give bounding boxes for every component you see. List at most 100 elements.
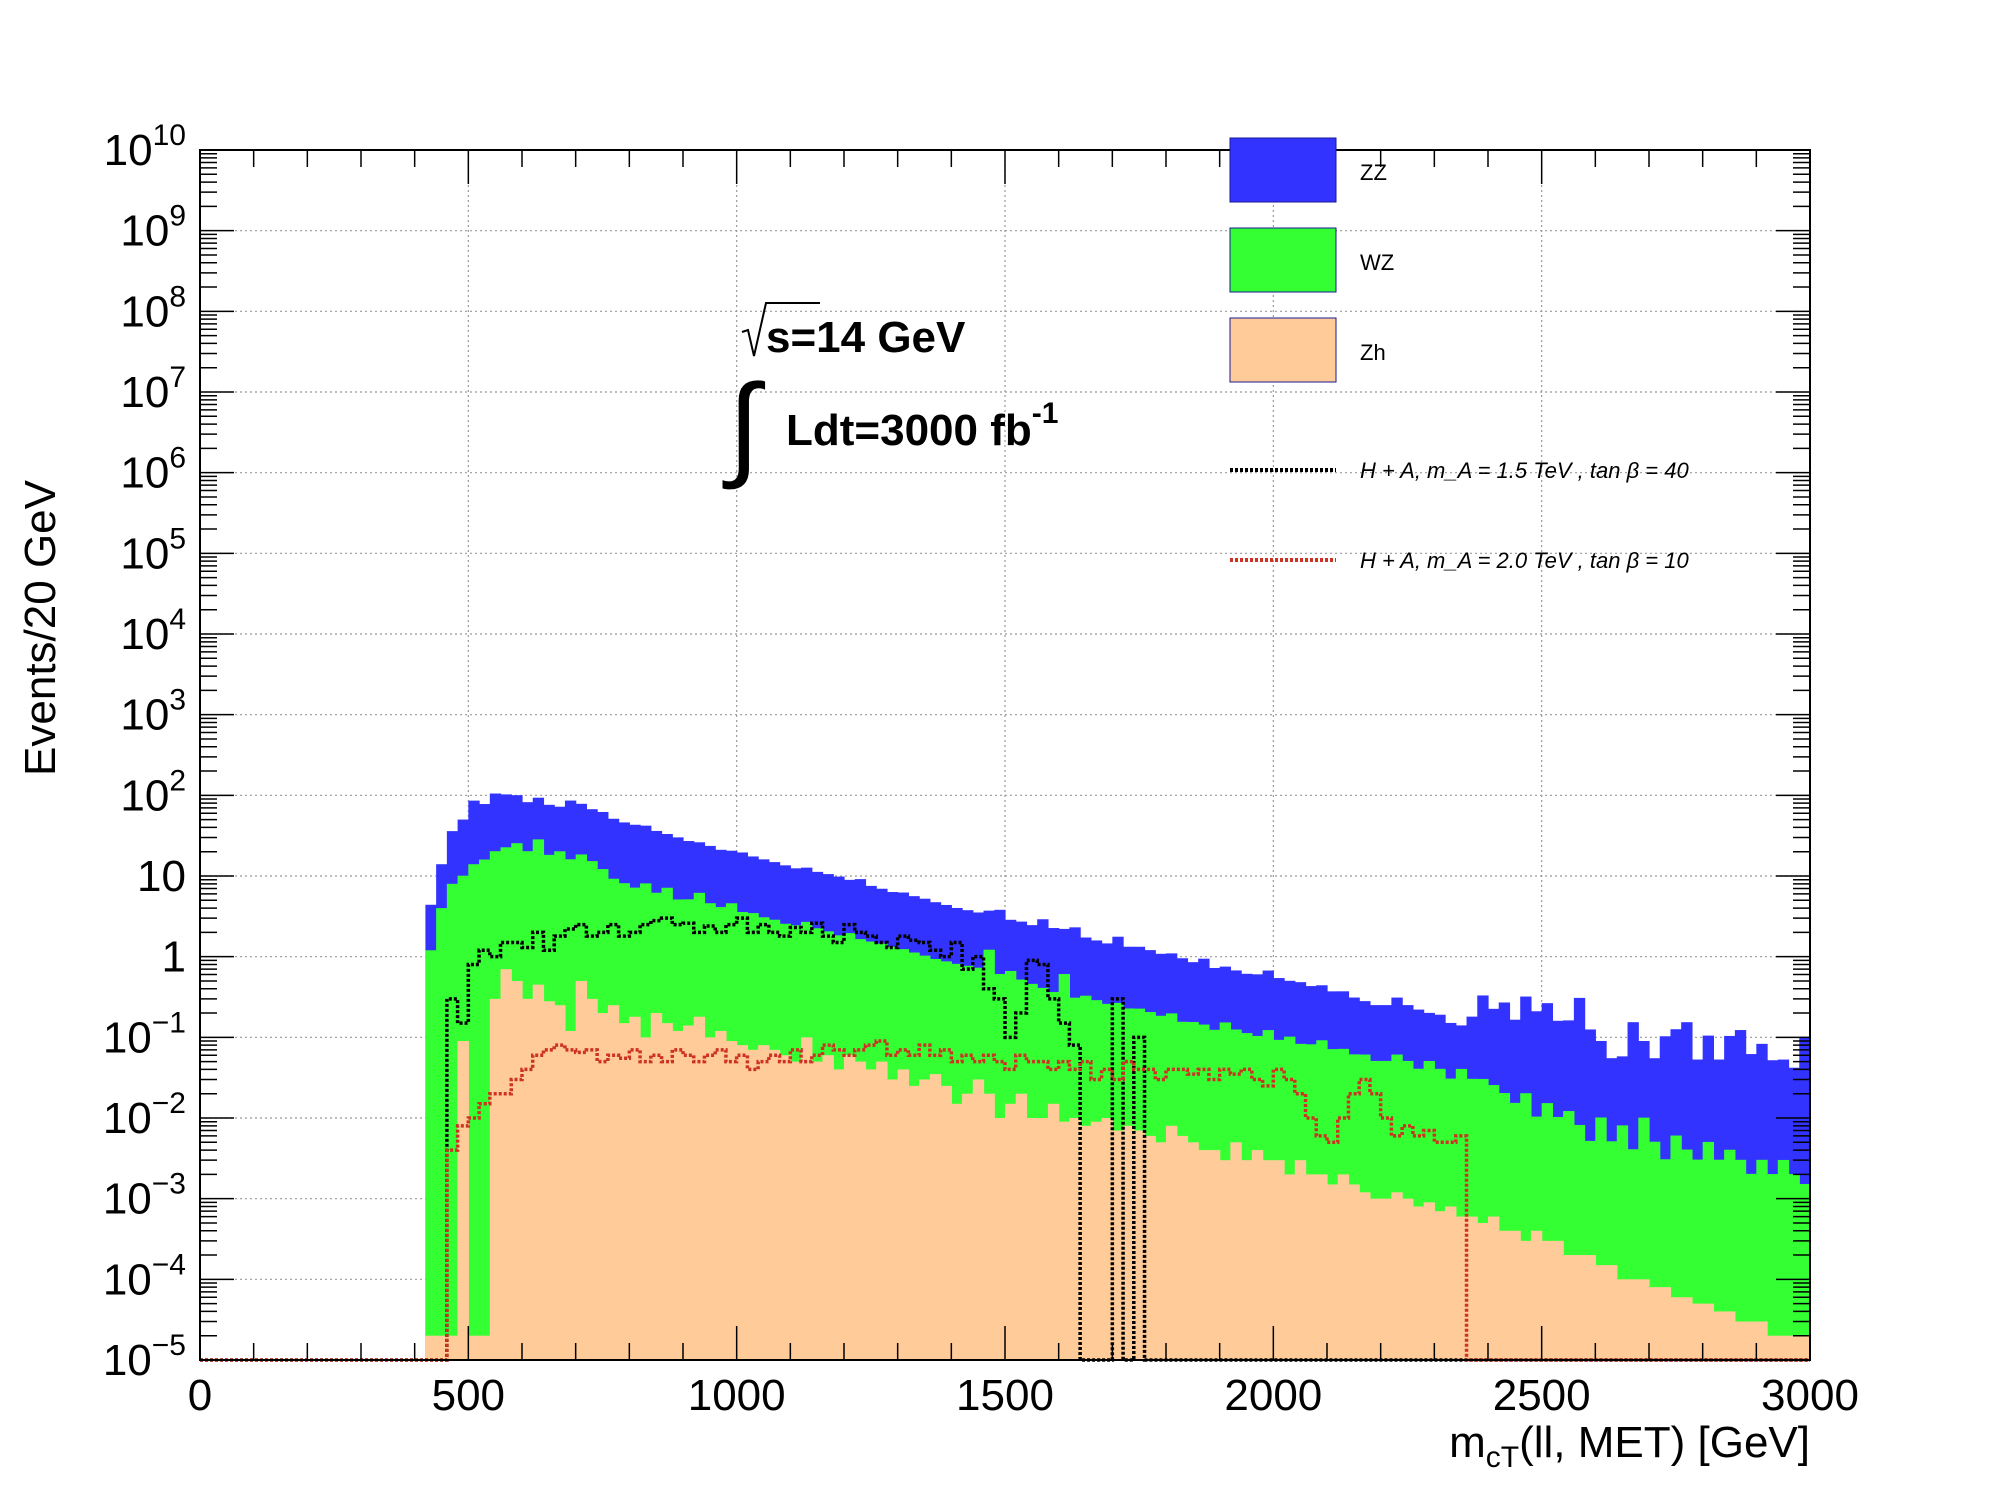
bar-zh-58 xyxy=(1047,1103,1060,1360)
bar-zh-7 xyxy=(500,969,512,1360)
bar-wz-113 xyxy=(1638,1117,1650,1360)
bar-zh-26 xyxy=(704,1037,716,1360)
bar-wz-123 xyxy=(1745,1173,1757,1360)
bar-zh-14 xyxy=(575,980,587,1360)
bar-wz-122 xyxy=(1734,1159,1747,1360)
bar-zh-34 xyxy=(790,1061,802,1360)
bar-zh-74 xyxy=(1219,1160,1231,1360)
bar-zh-24 xyxy=(683,1025,695,1360)
bar-zh-110 xyxy=(1606,1265,1618,1360)
x-tick-label-4: 2000 xyxy=(1224,1371,1322,1420)
bar-zh-70 xyxy=(1176,1135,1189,1360)
y-tick-label-15: 10−5 xyxy=(103,1329,186,1385)
bar-zh-94 xyxy=(1434,1211,1446,1360)
bar-zh-97 xyxy=(1466,1216,1478,1360)
sqrt-symbol xyxy=(741,302,820,357)
bar-zh-124 xyxy=(1756,1321,1768,1360)
bar-zh-28 xyxy=(725,1041,738,1360)
bar-wz-109 xyxy=(1595,1117,1607,1360)
y-tick-label-2: 108 xyxy=(120,280,186,336)
bar-wz-120 xyxy=(1713,1159,1725,1360)
bar-zh-86 xyxy=(1348,1184,1360,1360)
bar-zh-3 xyxy=(457,1041,469,1360)
bar-zh-116 xyxy=(1670,1297,1682,1360)
bar-zh-20 xyxy=(640,1037,652,1360)
bar-zh-63 xyxy=(1101,1118,1113,1360)
luminosity-label: Ldt=3000 fb-1 xyxy=(786,397,1058,455)
legend-swatch-wz xyxy=(1229,227,1337,293)
bar-wz-117 xyxy=(1681,1149,1693,1360)
bar-zh-120 xyxy=(1713,1311,1725,1360)
bar-wz-110 xyxy=(1606,1141,1618,1360)
bar-wz-121 xyxy=(1724,1149,1736,1360)
bar-zh-37 xyxy=(822,1055,834,1360)
bar-wz-2 xyxy=(446,883,459,1360)
legend-swatch-zh xyxy=(1229,317,1337,383)
x-axis-title-sub: cT xyxy=(1486,1441,1519,1474)
axis-ticks xyxy=(199,150,1811,1361)
y-tick-label-11: 10−1 xyxy=(103,1006,186,1062)
x-tick-label-0: 0 xyxy=(188,1371,212,1420)
x-axis-title-rest: (ll, MET) [GeV] xyxy=(1519,1418,1810,1467)
bar-zh-121 xyxy=(1724,1311,1736,1360)
bar-zh-21 xyxy=(650,1013,663,1360)
bar-zh-112 xyxy=(1627,1279,1639,1360)
bar-zh-51 xyxy=(972,1079,985,1360)
bar-zh-72 xyxy=(1198,1150,1210,1360)
bar-wz-112 xyxy=(1627,1149,1639,1360)
bar-zh-36 xyxy=(811,1061,824,1360)
sqrt-s-label: s=14 GeV xyxy=(766,313,966,362)
bar-zh-8 xyxy=(511,980,523,1360)
bar-zh-105 xyxy=(1552,1240,1564,1360)
bar-zh-111 xyxy=(1616,1279,1629,1360)
bar-zh-115 xyxy=(1659,1287,1672,1360)
bar-zh-78 xyxy=(1262,1160,1274,1360)
bar-zh-114 xyxy=(1649,1287,1661,1360)
bar-wz-105 xyxy=(1552,1116,1564,1360)
y-axis-title: Events/20 GeV xyxy=(16,479,65,776)
y-tick-label-10: 1 xyxy=(162,933,186,982)
bar-zh-65 xyxy=(1123,1125,1135,1360)
bar-wz-102 xyxy=(1520,1093,1532,1360)
bar-zh-15 xyxy=(586,998,598,1360)
legend-swatch-zz xyxy=(1229,137,1337,203)
bar-zh-125 xyxy=(1767,1335,1779,1360)
bar-wz-108 xyxy=(1584,1140,1596,1360)
bar-zh-73 xyxy=(1208,1150,1221,1360)
bar-zh-9 xyxy=(522,998,534,1360)
bar-zh-93 xyxy=(1423,1202,1435,1360)
legend-entry-3: Zh xyxy=(1229,317,1386,383)
bar-wz-125 xyxy=(1767,1174,1779,1360)
energy-annotation: s=14 GeV xyxy=(741,302,966,362)
bar-zh-92 xyxy=(1412,1206,1425,1360)
legend-entry-4: H + A, m_A = 1.5 TeV , tan β = 40 xyxy=(1230,458,1689,483)
bar-wz-104 xyxy=(1541,1103,1553,1360)
y-tick-label-9: 10 xyxy=(137,852,186,901)
y-tick-label-6: 104 xyxy=(120,603,186,659)
bar-zh-75 xyxy=(1230,1142,1242,1360)
bar-zh-109 xyxy=(1595,1265,1607,1360)
bar-zh-17 xyxy=(607,1005,620,1360)
bar-wz-126 xyxy=(1777,1159,1790,1360)
bar-zh-40 xyxy=(854,1061,867,1360)
bar-zh-85 xyxy=(1337,1174,1350,1360)
bar-wz-1 xyxy=(436,908,448,1360)
bar-wz-127 xyxy=(1788,1174,1800,1360)
bar-zh-122 xyxy=(1734,1321,1747,1360)
bar-zh-118 xyxy=(1691,1303,1704,1360)
bar-wz-5 xyxy=(479,859,491,1360)
bar-zh-16 xyxy=(597,1013,609,1360)
bar-zh-46 xyxy=(919,1079,931,1360)
bar-wz-107 xyxy=(1573,1124,1586,1360)
x-axis-title: mcT(ll, MET) [GeV] xyxy=(1449,1418,1810,1474)
bar-zh-18 xyxy=(618,1023,630,1360)
x-axis-title-main: m xyxy=(1449,1418,1486,1467)
x-tick-label-3: 1500 xyxy=(956,1371,1054,1420)
bar-zh-91 xyxy=(1402,1198,1414,1360)
bar-zh-54 xyxy=(1005,1103,1017,1360)
bar-wz-98 xyxy=(1477,1078,1489,1360)
bar-zh-22 xyxy=(661,1023,673,1360)
bar-zh-47 xyxy=(929,1074,942,1360)
bar-zh-39 xyxy=(844,1055,856,1360)
bar-zh-106 xyxy=(1563,1255,1575,1360)
